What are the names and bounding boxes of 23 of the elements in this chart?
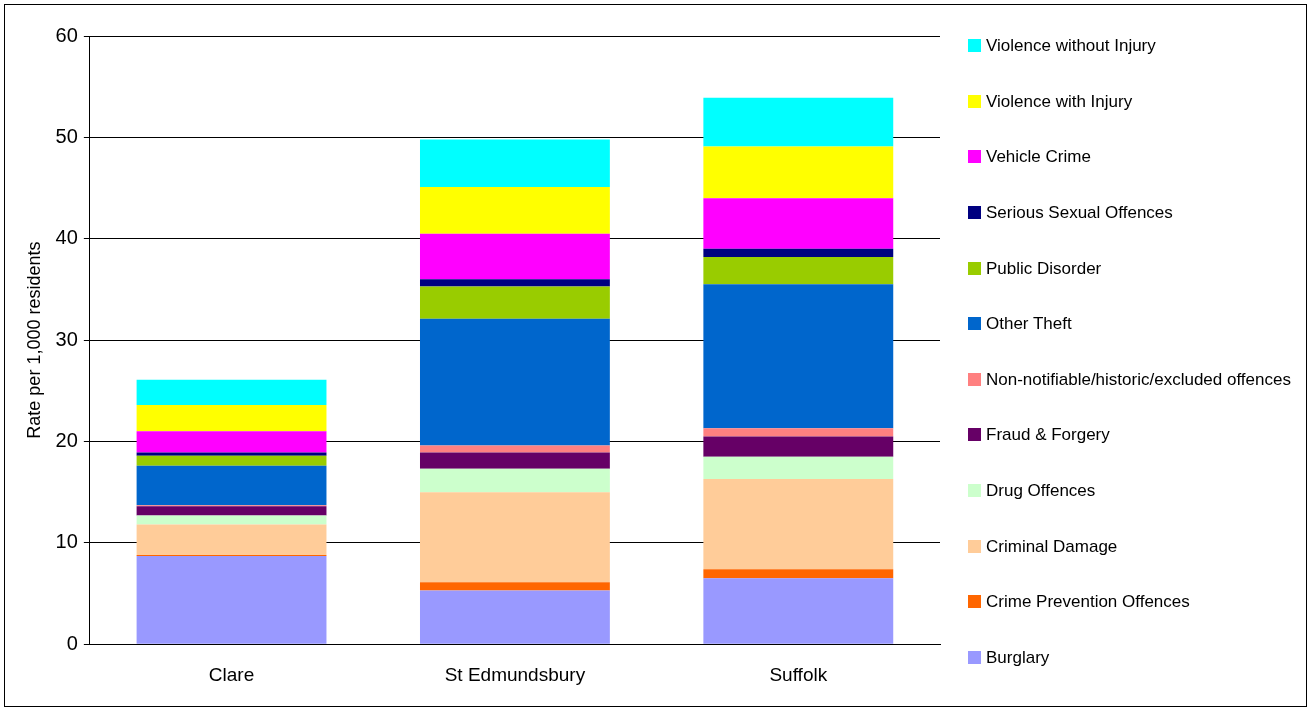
- y-axis-title: Rate per 1,000 residents: [23, 241, 44, 439]
- y-tick-label: 40: [55, 226, 78, 249]
- legend-label: Fraud & Forgery: [986, 424, 1110, 447]
- legend-label: Drug Offences: [986, 480, 1096, 502]
- y-tick-label: 0: [66, 631, 78, 654]
- x-tick-label: Clare: [208, 663, 255, 685]
- y-tick-label: 10: [55, 530, 78, 553]
- legend-label: Non-notifiable/historic/excluded offences: [986, 368, 1291, 391]
- y-tick-label: 60: [55, 23, 78, 46]
- legend-label: Criminal Damage: [986, 535, 1118, 558]
- legend-label: Serious Sexual Offences: [986, 201, 1173, 224]
- legend-label: Other Theft: [986, 313, 1072, 336]
- legend-label: Vehicle Crime: [986, 146, 1091, 169]
- y-tick-label: 30: [55, 327, 78, 350]
- legend-label: Burglary: [986, 646, 1050, 669]
- legend-label: Crime Prevention Offences: [986, 591, 1190, 614]
- y-tick-label: 20: [55, 428, 78, 451]
- legend-label: Public Disorder: [986, 257, 1102, 280]
- legend-label: Violence without Injury: [986, 35, 1156, 57]
- x-tick-label: Suffolk: [769, 663, 828, 685]
- x-tick-label: St Edmundsbury: [444, 663, 586, 685]
- y-tick-label: 50: [55, 124, 78, 147]
- legend-label: Violence with Injury: [986, 90, 1133, 113]
